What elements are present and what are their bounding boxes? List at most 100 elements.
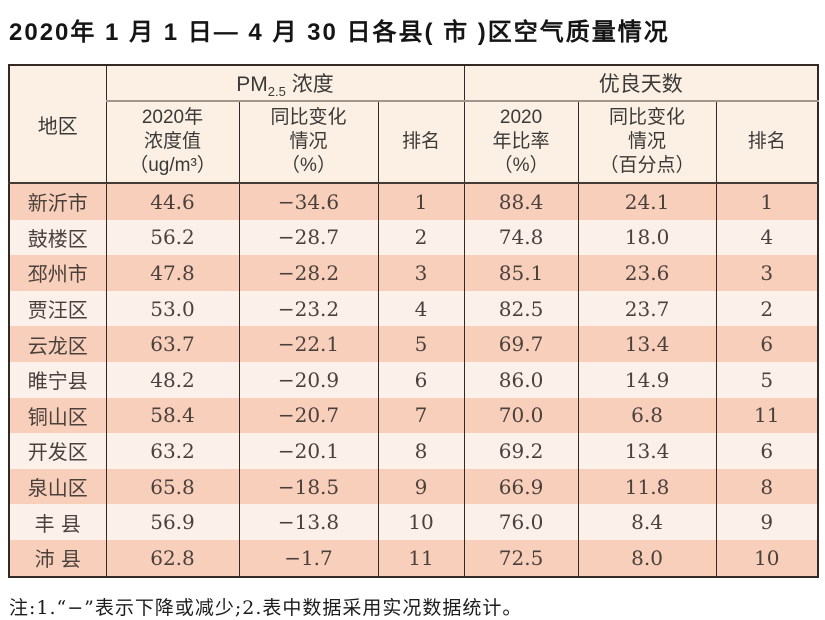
col-header-region: 地区 [8,65,107,184]
table-row: 丰 县 56.9 −13.8 10 76.0 8.4 9 [8,504,819,540]
value-cell: 53.0 [105,290,240,327]
value-cell: 10 [377,504,465,540]
value-cell: 74.8 [463,219,579,256]
value-cell: 8.0 [577,539,717,577]
region-cell: 铜山区 [8,397,107,434]
col-group-pm25: PM2.5 浓度 [105,65,465,102]
table-row: 云龙区 63.7 −22.1 5 69.7 13.4 6 [8,326,819,362]
table-row: 开发区 63.2 −20.1 8 69.2 13.4 6 [8,433,819,469]
value-cell: 2 [715,290,819,327]
region-cell: 沛 县 [8,539,107,577]
value-cell: 6 [715,326,819,362]
value-cell: −20.9 [238,361,379,398]
value-cell: 66.9 [463,468,579,505]
value-cell: 85.1 [463,255,579,291]
value-cell: 62.8 [105,539,240,577]
value-cell: −13.8 [238,504,379,540]
value-cell: 13.4 [577,326,717,362]
region-cell: 邳州市 [8,255,107,291]
value-cell: −28.7 [238,219,379,256]
table-row: 新沂市 44.6 −34.6 1 88.4 24.1 1 [8,183,819,220]
col-header-pm-change: 同比变化 情况 （%） [238,101,379,184]
col-header-good-rank: 排名 [715,101,819,184]
table-row: 沛 县 62.8 −1.7 11 72.5 8.0 10 [8,539,819,577]
col-header-pm-rank: 排名 [377,101,465,184]
value-cell: 9 [715,504,819,540]
value-cell: 18.0 [577,219,717,256]
value-cell: 65.8 [105,468,240,505]
value-cell: 63.2 [105,433,240,469]
value-cell: 88.4 [463,183,579,220]
table-row: 邳州市 47.8 −28.2 3 85.1 23.6 3 [8,255,819,291]
value-cell: 76.0 [463,504,579,540]
value-cell: −20.7 [238,397,379,434]
col-header-good-change: 同比变化 情况 （百分点） [577,101,717,184]
table-row: 贾汪区 53.0 −23.2 4 82.5 23.7 2 [8,290,819,327]
value-cell: 2 [377,219,465,256]
table-row: 铜山区 58.4 −20.7 7 70.0 6.8 11 [8,397,819,434]
value-cell: 86.0 [463,361,579,398]
value-cell: 9 [377,468,465,505]
value-cell: 11.8 [577,468,717,505]
col-group-good-days: 优良天数 [463,65,819,102]
header-sub-row: 2020年 浓度值 （ug/m³） 同比变化 情况 （%） 排名 2020 年比… [9,101,819,184]
value-cell: 56.2 [105,219,240,256]
value-cell: 23.6 [577,255,717,291]
value-cell: 1 [377,183,465,220]
col-header-pm-value: 2020年 浓度值 （ug/m³） [105,101,240,184]
value-cell: 11 [377,539,465,577]
value-cell: −18.5 [238,468,379,505]
value-cell: 3 [715,255,819,291]
value-cell: 5 [377,326,465,362]
region-cell: 开发区 [8,433,107,469]
value-cell: 4 [715,219,819,256]
value-cell: 24.1 [577,183,717,220]
value-cell: 44.6 [105,183,240,220]
value-cell: 82.5 [463,290,579,327]
value-cell: −1.7 [238,539,379,577]
value-cell: 63.7 [105,326,240,362]
region-cell: 鼓楼区 [8,219,107,256]
value-cell: 6 [377,361,465,398]
table-body: 新沂市 44.6 −34.6 1 88.4 24.1 1 鼓楼区 56.2 −28.7 2 74.8 1… [8,183,819,577]
region-cell: 云龙区 [8,326,107,362]
value-cell: 72.5 [463,539,579,577]
footnote: 注:1.“−”表示下降或减少;2.表中数据采用实况数据统计。 [9,596,523,619]
header-group-row: 地区 PM2.5 浓度 优良天数 [8,65,819,184]
value-cell: 3 [377,255,465,291]
value-cell: 56.9 [105,504,240,540]
value-cell: 6 [715,433,819,469]
region-cell: 泉山区 [8,468,107,505]
pm-subscript: 2.5 [267,84,286,100]
value-cell: 10 [715,539,819,577]
value-cell: 48.2 [105,361,240,398]
value-cell: 5 [715,361,819,398]
value-cell: −20.1 [238,433,379,469]
value-cell: −34.6 [238,183,379,220]
page-title: 2020年 1 月 1 日— 4 月 30 日各县( 市 )区空气质量情况 [9,19,670,46]
value-cell: 6.8 [577,397,717,434]
value-cell: 8 [715,468,819,505]
pm-suffix-label: 浓度 [285,73,334,96]
value-cell: 69.2 [463,433,579,469]
air-quality-table: 地区 PM2.5 浓度 优良天数 2020年 浓度值 （ug/m³） 同比变化 … [8,64,820,578]
value-cell: −22.1 [238,326,379,362]
region-cell: 贾汪区 [8,290,107,327]
region-cell: 睢宁县 [8,361,107,398]
value-cell: 8 [377,433,465,469]
value-cell: 7 [377,397,465,434]
value-cell: −23.2 [238,290,379,327]
value-cell: 4 [377,290,465,327]
value-cell: 13.4 [577,433,717,469]
table-row: 鼓楼区 56.2 −28.7 2 74.8 18.0 4 [8,219,819,256]
table-header: 地区 PM2.5 浓度 优良天数 2020年 浓度值 （ug/m³） 同比变化 … [8,65,819,184]
value-cell: 69.7 [463,326,579,362]
value-cell: 47.8 [105,255,240,291]
col-header-good-ratio: 2020 年比率 （%） [463,101,579,184]
table-row: 泉山区 65.8 −18.5 9 66.9 11.8 8 [8,468,819,505]
value-cell: 58.4 [105,397,240,434]
region-cell: 新沂市 [8,183,107,220]
value-cell: 14.9 [577,361,717,398]
value-cell: 23.7 [577,290,717,327]
region-cell: 丰 县 [8,504,107,540]
